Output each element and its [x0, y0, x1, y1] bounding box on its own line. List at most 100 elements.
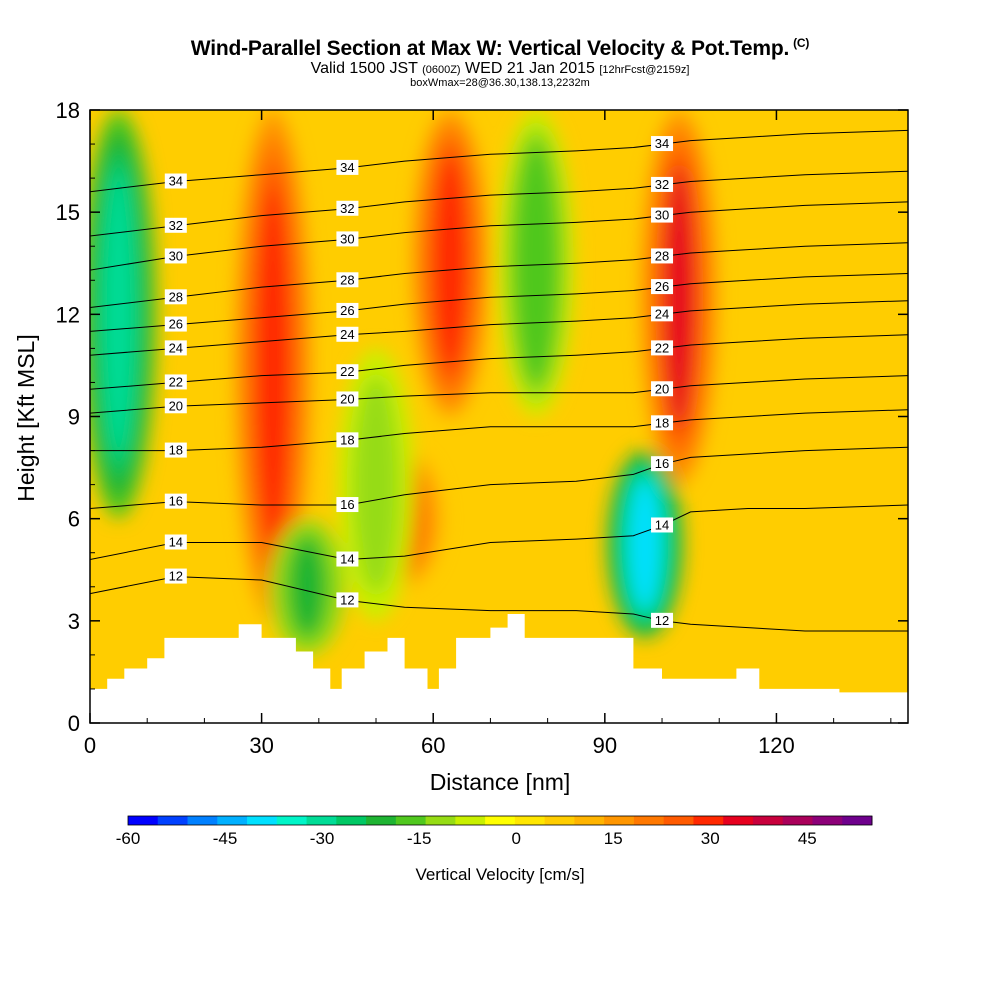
colorbar-swatch	[514, 816, 546, 825]
svg-text:28: 28	[655, 248, 669, 263]
chart-title-text: Wind-Parallel Section at Max W: Vertical…	[190, 37, 790, 60]
x-tick-label: 0	[84, 733, 96, 758]
valid-time-utc: (0600Z)	[422, 64, 461, 76]
colorbar-tick-label: 30	[701, 829, 720, 848]
x-axis-label: Distance [nm]	[430, 769, 571, 795]
theta-contour-label: 18	[651, 415, 674, 431]
y-axis: 0 3 6 9 12 15 18	[56, 98, 908, 736]
svg-text:12: 12	[169, 569, 183, 584]
updraft-cell	[257, 186, 289, 545]
colorbar-swatch	[455, 816, 486, 825]
theta-contour-line	[90, 242, 908, 308]
x-tick-label: 60	[421, 733, 445, 758]
chart-subtitle: Valid 1500 JST (0600Z) WED 21 Jan 2015 […	[0, 60, 1000, 78]
svg-text:24: 24	[655, 306, 669, 321]
colorbar-tick-label: -60	[116, 829, 141, 848]
svg-text:30: 30	[340, 231, 354, 246]
colorbar-swatch	[544, 816, 575, 825]
theta-contour-label: 32	[336, 200, 359, 216]
svg-text:20: 20	[169, 398, 183, 413]
colorbar-tick-label: -30	[310, 829, 335, 848]
theta-contour-line	[90, 504, 908, 561]
downdraft-cell	[520, 155, 552, 371]
colorbar-tick-label: 45	[798, 829, 817, 848]
svg-text:32: 32	[169, 218, 183, 233]
svg-text:16: 16	[340, 497, 354, 512]
colorbar-swatch	[723, 816, 754, 825]
theta-contour-label: 24	[651, 306, 674, 322]
svg-text:20: 20	[340, 391, 354, 406]
svg-text:14: 14	[655, 517, 669, 532]
theta-contour-line	[90, 446, 908, 509]
downdraft-cell	[360, 389, 392, 580]
colorbar-tick-label: 15	[604, 829, 623, 848]
theta-contour-label: 26	[336, 302, 359, 318]
theta-contour-line	[90, 375, 908, 414]
theta-contour-label: 20	[336, 391, 359, 407]
colorbar-swatch	[485, 816, 516, 825]
box-wmax-info: boxWmax=28@36.30,138.13,2232m	[410, 77, 590, 89]
colorbar-swatch	[425, 816, 456, 825]
theta-contour-line	[90, 201, 908, 271]
svg-text:16: 16	[169, 494, 183, 509]
copyright-mark: (C)	[793, 36, 810, 50]
theta-contour-label: 34	[651, 136, 674, 152]
colorbar-swatch	[336, 816, 367, 825]
colorbar-swatch	[633, 816, 665, 825]
theta-contour-label: 24	[164, 340, 187, 356]
theta-contour-label: 26	[164, 316, 187, 332]
theta-contour-label: 30	[164, 248, 187, 264]
svg-text:14: 14	[169, 535, 183, 550]
theta-contour-label: 18	[164, 442, 187, 458]
x-tick-label: 90	[593, 733, 617, 758]
valid-date: WED 21 Jan 2015	[465, 60, 595, 77]
theta-contour-label: 22	[164, 374, 187, 390]
svg-text:12: 12	[340, 592, 354, 607]
theta-contour-label: 32	[651, 176, 674, 192]
colorbar-swatch	[247, 816, 278, 825]
updraft-cell	[434, 155, 466, 371]
y-tick-label: 3	[68, 609, 80, 634]
theta-contour-label: 14	[651, 517, 674, 533]
svg-text:18: 18	[340, 432, 354, 447]
theta-contour-line	[90, 273, 908, 332]
theta-contour-label: 32	[164, 217, 187, 233]
theta-contour-label: 30	[336, 231, 359, 247]
colorbar-tick-label: -45	[213, 829, 238, 848]
svg-text:34: 34	[655, 136, 669, 151]
y-tick-label: 18	[56, 98, 80, 123]
colorbar-swatch	[128, 816, 159, 825]
theta-contour-label: 26	[651, 279, 674, 295]
theta-contour-label: 20	[651, 381, 674, 397]
colorbar-label: Vertical Velocity [cm/s]	[415, 865, 584, 884]
svg-text:22: 22	[169, 374, 183, 389]
theta-contour-label: 16	[336, 497, 359, 513]
theta-contour-label: 22	[651, 340, 674, 356]
svg-text:26: 26	[655, 279, 669, 294]
theta-contour-label: 12	[164, 568, 187, 584]
theta-contour-label: 34	[164, 173, 187, 189]
valid-time: Valid 1500 JST	[310, 60, 418, 77]
svg-text:22: 22	[655, 340, 669, 355]
x-axis: 0 30 60 90 120	[84, 110, 892, 758]
svg-text:14: 14	[340, 552, 354, 567]
y-tick-label: 6	[68, 507, 80, 532]
downdraft-cell	[291, 539, 323, 635]
forecast-info: [12hrFcst@2159z]	[599, 64, 690, 76]
svg-text:28: 28	[169, 289, 183, 304]
theta-contour-label: 14	[336, 551, 359, 567]
theta-contour-label: 18	[336, 432, 359, 448]
svg-text:22: 22	[340, 364, 354, 379]
theta-contour-label: 12	[651, 612, 674, 628]
colorbar-swatch	[217, 816, 248, 825]
theta-contour-label: 28	[651, 248, 674, 264]
theta-contour-label: 30	[651, 207, 674, 223]
svg-text:20: 20	[655, 381, 669, 396]
svg-text:28: 28	[340, 272, 354, 287]
colorbar-swatch	[604, 816, 635, 825]
colorbar-swatch	[693, 816, 724, 825]
downdraft-cell	[629, 478, 661, 610]
colorbar-swatch	[276, 816, 308, 825]
svg-text:34: 34	[340, 160, 354, 175]
